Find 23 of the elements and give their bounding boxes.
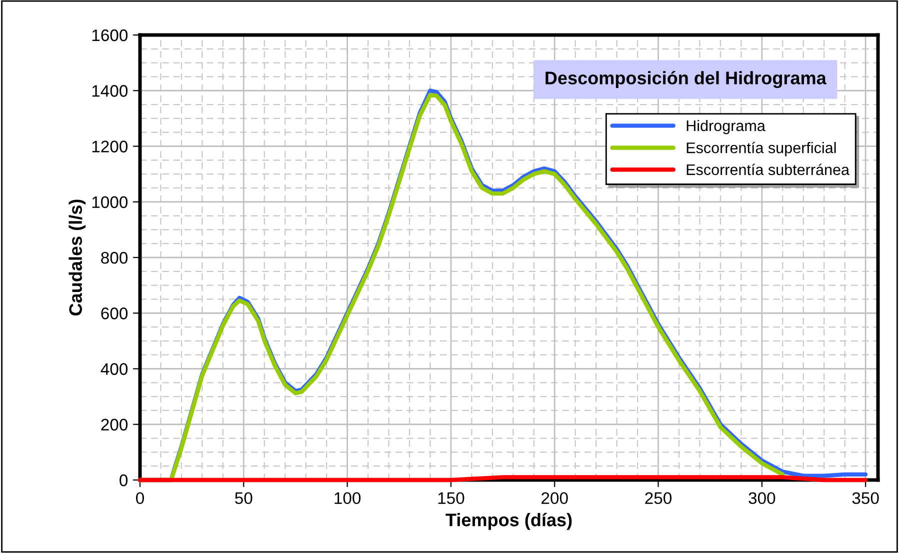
text: Descomposición del Hidrograma — [546, 70, 826, 88]
y-tick-label: 600 — [101, 308, 128, 320]
y-tick-label: 1000 — [92, 196, 128, 208]
legend-label: Hidrograma — [686, 120, 766, 134]
x-tick-label: 0 — [136, 492, 144, 504]
y-tick-label: 200 — [101, 418, 128, 431]
y-axis-title: Caudales (l/s) — [68, 200, 86, 316]
x-tick-label: 250 — [645, 492, 672, 504]
y-tick-label: 0 — [120, 474, 128, 486]
y-tick-label: 1400 — [92, 85, 128, 97]
legend-label: Escorrentía subterránea — [686, 164, 850, 176]
x-axis-title: Tiempos (días) — [446, 512, 572, 530]
legend-label: Escorrentía superficial — [686, 142, 836, 156]
y-tick-label: 1200 — [92, 140, 128, 152]
x-tick-label: 300 — [748, 492, 776, 504]
x-tick-label: 100 — [334, 492, 361, 504]
x-tick-label: 350 — [852, 492, 879, 504]
x-tick-label: 200 — [542, 492, 568, 504]
x-tick-label: 50 — [235, 492, 252, 504]
y-tick-label: 1600 — [92, 29, 128, 42]
y-tick-label: 800 — [101, 252, 128, 264]
y-tick-label: 400 — [100, 363, 128, 375]
x-tick-label: 150 — [438, 492, 464, 504]
